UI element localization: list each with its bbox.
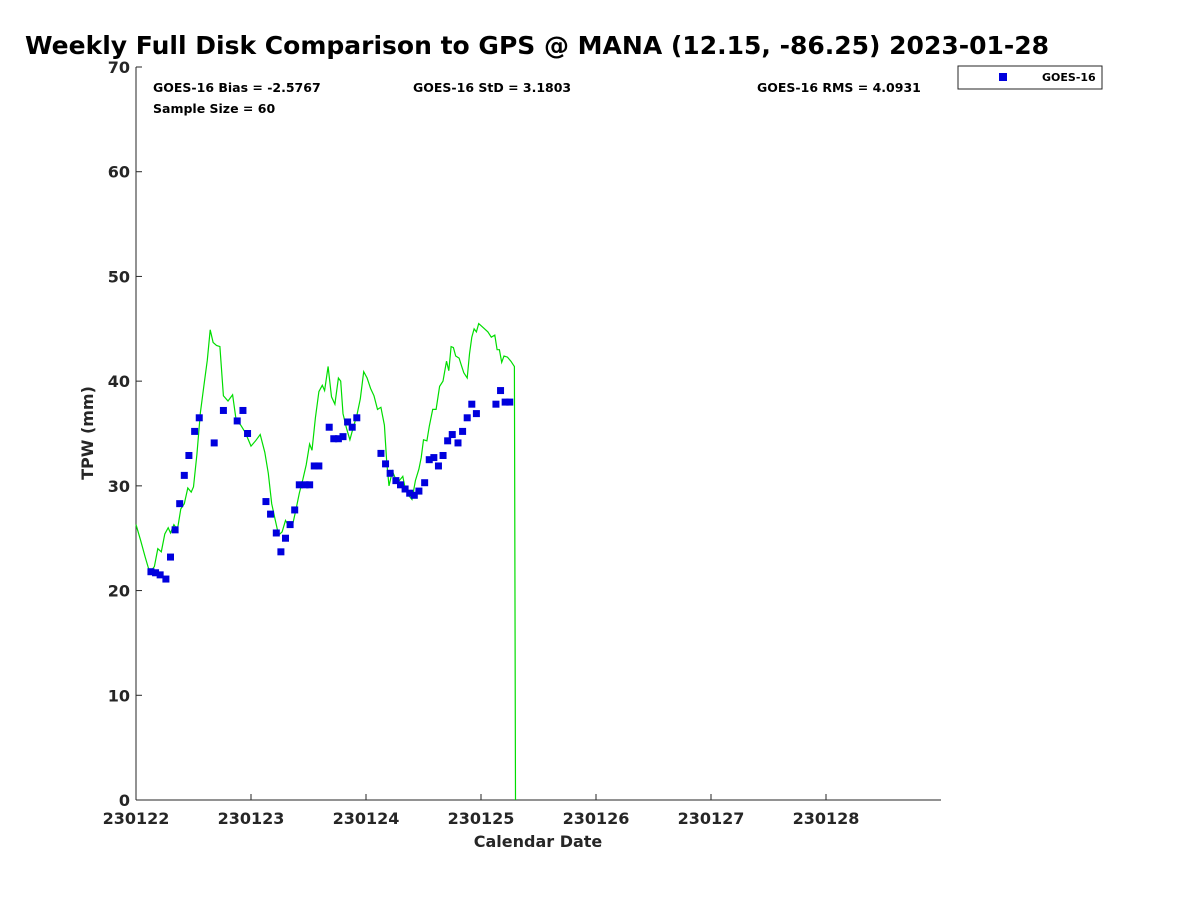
goes-16-point [415,487,423,495]
legend-marker-goes-16 [999,73,1007,81]
chart-title: Weekly Full Disk Comparison to GPS @ MAN… [25,31,1049,60]
goes-16-point [244,430,252,437]
goes-16-point [439,451,447,459]
legend: GOES-16 [957,65,1103,90]
goes-16-point [334,435,342,443]
goes-16-point [315,462,323,470]
goes-16-point [377,449,385,457]
x-tick-label: 230127 [678,809,745,828]
y-tick-label: 40 [108,372,130,391]
y-tick-label: 20 [108,582,130,601]
y-tick-label: 70 [108,58,130,77]
goes-16-series-points [147,387,514,583]
goes-16-point [210,439,218,447]
goes-16-point [392,477,400,485]
y-tick-label: 60 [108,163,130,182]
goes-16-point [410,491,418,499]
x-tick-label: 230122 [103,809,170,828]
legend-label-goes-16: GOES-16 [1042,71,1096,84]
goes-16-point [195,414,203,422]
y-tick-label: 50 [108,267,130,286]
goes-16-point [468,400,476,408]
goes-16-point [401,485,409,493]
goes-16-point [286,521,294,529]
y-tick-label: 10 [108,686,130,705]
goes-16-point [147,568,155,576]
goes-16-point [430,454,438,462]
goes-16-point [162,575,170,583]
y-tick-label: 30 [108,477,130,496]
goes-16-point [448,431,456,439]
goes-16-point [219,406,227,414]
goes-16-point [233,417,241,425]
goes-16-point [406,489,414,497]
bias-stat: GOES-16 Bias = -2.5767 [153,80,321,95]
x-ticks: 230122 230123 230124 230125 230126 230127 2301… [103,794,860,828]
goes-16-point [353,414,361,422]
goes-16-point [497,387,505,395]
x-tick-label: 230128 [793,809,860,828]
goes-16-point [291,506,299,514]
plot-frame [136,67,941,800]
goes-16-point [425,456,433,464]
legend-box [957,65,1103,90]
goes-16-point [180,471,188,479]
goes-16-point [472,410,480,418]
goes-16-point [382,460,390,468]
goes-16-point [306,481,314,489]
gps-line [135,322,517,801]
y-axis-label: TPW (mm) [78,386,97,480]
goes-16-point [506,398,514,406]
goes-16-point [344,418,352,426]
x-tick-label: 230125 [448,809,515,828]
goes-16-point [171,526,179,534]
x-tick-label: 230126 [563,809,630,828]
y-tick-label: 0 [119,791,130,810]
goes-16-point [277,548,285,556]
goes-16-point [262,498,270,506]
plot-area: 0 10 20 30 40 50 60 70 230122 230123 230124 230125… [103,58,941,828]
gps-series-line [135,322,517,801]
goes-16-point [459,427,467,435]
y-ticks: 0 10 20 30 40 50 60 70 [108,58,142,810]
goes-16-point [492,400,500,408]
goes-16-point [152,569,160,577]
goes-16-point [156,571,164,579]
rms-stat: GOES-16 RMS = 4.0931 [757,80,921,95]
goes-16-point [339,433,347,441]
goes-16-point [167,553,174,561]
goes-16-point [330,435,338,443]
x-tick-label: 230123 [218,809,285,828]
goes-16-point [348,423,356,431]
goes-16-point [267,510,275,518]
goes-16-point [272,529,280,537]
goes-16-point [444,437,452,445]
goes-16-point [295,481,303,489]
goes-16-point [239,406,247,414]
std-stat: GOES-16 StD = 3.1803 [413,80,571,95]
goes-16-point [310,462,318,470]
goes-16-point [463,414,471,422]
x-tick-label: 230124 [333,809,400,828]
sample-size-stat: Sample Size = 60 [153,101,275,116]
goes-16-point [501,398,509,406]
goes-16-point [421,479,429,487]
goes-16-point [191,427,199,435]
goes-16-point [176,500,184,508]
goes-16-point [325,423,333,431]
goes-16-point [185,451,193,459]
goes-16-point [386,469,394,477]
goes-16-point [454,439,462,447]
goes-16-point [282,534,289,542]
goes-16-point [301,481,309,489]
goes-16-point [434,462,442,470]
x-axis-label: Calendar Date [474,832,603,851]
goes-16-point [397,481,404,489]
